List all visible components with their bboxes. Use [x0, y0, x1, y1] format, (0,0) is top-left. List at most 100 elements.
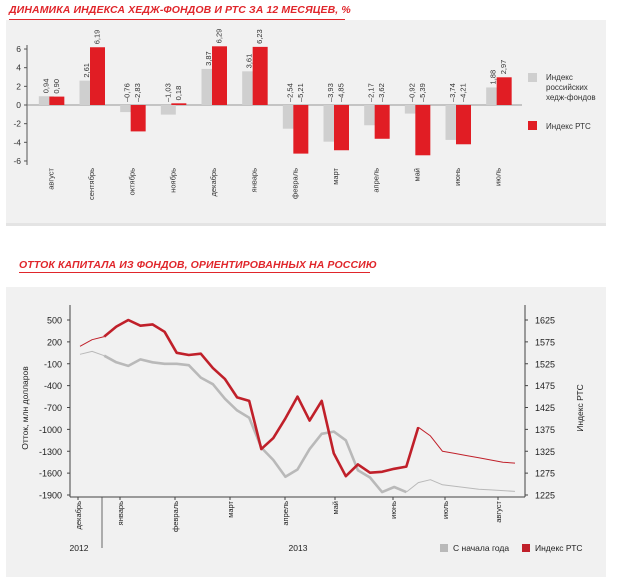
data-label: –2,83: [133, 83, 142, 102]
left-y-tick-label: 200: [47, 337, 62, 347]
legend-rts-label: Индекс РТС: [535, 543, 583, 553]
data-label: 3,87: [204, 51, 213, 66]
ytd-outflow-thin-end: [405, 479, 516, 493]
rts-bar: [49, 96, 65, 105]
rts-bar: [212, 46, 227, 105]
x-tick-label: январь: [116, 501, 125, 525]
rts-bar: [252, 46, 268, 105]
rts-bar: [415, 105, 431, 156]
rts-bar: [374, 105, 390, 139]
data-label: –2,54: [285, 83, 294, 102]
category-label: июль: [494, 168, 503, 186]
category-label: апрель: [372, 168, 381, 193]
legend-ytd-swatch: [440, 544, 448, 552]
right-y-tick-label: 1225: [535, 491, 555, 501]
data-label: –5,21: [296, 83, 305, 102]
x-tick-label: май: [331, 501, 340, 515]
data-label: 0,18: [174, 86, 183, 101]
data-label: 1,88: [489, 70, 498, 85]
data-label: –3,62: [377, 83, 386, 102]
x-tick-label: декабрь: [74, 501, 83, 530]
rts-index-line: [103, 318, 420, 478]
legend-hedge-swatch: [528, 73, 537, 82]
data-label: 2,61: [82, 63, 91, 78]
y-tick-label: -4: [13, 137, 21, 147]
category-label: сентябрь: [87, 168, 96, 200]
data-label: –4,21: [459, 83, 468, 102]
category-label: май: [412, 168, 421, 182]
y-tick-label: 2: [16, 81, 21, 91]
category-label: август: [46, 167, 55, 189]
left-y-tick-label: -400: [44, 381, 62, 391]
category-label: ноябрь: [168, 168, 177, 193]
data-label: –3,74: [448, 83, 457, 102]
hedge-bar: [38, 96, 54, 105]
y-tick-label: -2: [13, 119, 21, 129]
data-label: 2,97: [499, 60, 508, 75]
data-label: –5,39: [418, 83, 427, 102]
chart1-title-underline: [9, 19, 345, 20]
left-y-tick-label: -100: [44, 359, 62, 369]
y-tick-label: 6: [16, 44, 21, 54]
data-label: 6,23: [255, 29, 264, 44]
chart2-title-underline: [19, 272, 370, 273]
rts-index-thin-end: [418, 426, 516, 464]
data-label: –1,03: [163, 83, 172, 102]
right-y-tick-label: 1375: [535, 425, 555, 435]
data-label: –0,92: [407, 83, 416, 102]
data-label: 6,19: [93, 30, 102, 45]
ytd-outflow-thin-start: [79, 350, 105, 357]
y-tick-label: -6: [13, 156, 21, 166]
x-tick-label: июль: [441, 501, 450, 519]
legend-ytd-label: С начала года: [453, 543, 509, 553]
category-label: октябрь: [128, 168, 137, 195]
rts-index-thin-start: [79, 336, 105, 347]
hedge-bar: [404, 105, 420, 114]
left-y-tick-label: -700: [44, 403, 62, 413]
right-y-tick-label: 1325: [535, 447, 555, 457]
x-tick-label: апрель: [281, 501, 290, 526]
right-y-tick-label: 1625: [535, 316, 555, 326]
data-label: 6,29: [215, 29, 224, 44]
category-label: июнь: [453, 168, 462, 186]
hedge-bar: [120, 105, 136, 113]
category-label: февраль: [290, 168, 299, 199]
rts-bar: [293, 105, 309, 154]
x-tick-label: март: [226, 500, 235, 517]
legend-rts-swatch: [522, 544, 530, 552]
left-y-tick-label: -1000: [39, 425, 62, 435]
rts-bar: [90, 47, 105, 105]
left-axis-title: Отток, млн долларов: [20, 366, 30, 450]
chart2-title: ОТТОК КАПИТАЛА ИЗ ФОНДОВ, ОРИЕНТИРОВАННЫ…: [19, 259, 377, 271]
data-label: –3,93: [326, 83, 335, 102]
y-tick-label: 0: [16, 100, 21, 110]
legend-rts-label: Индекс РТС: [546, 122, 591, 131]
data-label: –4,85: [337, 83, 346, 102]
right-y-tick-label: 1475: [535, 381, 555, 391]
right-y-tick-label: 1525: [535, 359, 555, 369]
y-tick-label: 4: [16, 63, 21, 73]
data-label: –2,17: [367, 83, 376, 102]
right-y-tick-label: 1425: [535, 403, 555, 413]
year-label: 2012: [70, 543, 89, 553]
left-y-tick-label: -1600: [39, 469, 62, 479]
legend-hedge-label: Индекс российских хедж-фондов: [546, 73, 596, 102]
rts-bar: [496, 77, 512, 105]
x-tick-label: август: [494, 500, 503, 522]
right-axis-title: Индекс РТС: [575, 384, 585, 432]
rts-bar: [171, 103, 187, 105]
data-label: –0,76: [123, 83, 132, 102]
category-label: декабрь: [209, 168, 218, 197]
right-y-tick-label: 1275: [535, 469, 555, 479]
legend-rts-swatch: [528, 121, 537, 130]
data-label: 0,94: [41, 79, 50, 94]
rts-bar: [456, 105, 471, 145]
x-tick-label: февраль: [171, 501, 180, 532]
left-y-tick-label: -1300: [39, 447, 62, 457]
left-y-tick-label: -1900: [39, 491, 62, 501]
rts-bar: [130, 105, 146, 132]
rts-bar: [334, 105, 349, 151]
chart1-title: ДИНАМИКА ИНДЕКСА ХЕДЖ-ФОНДОВ И РТС ЗА 12…: [9, 4, 351, 16]
